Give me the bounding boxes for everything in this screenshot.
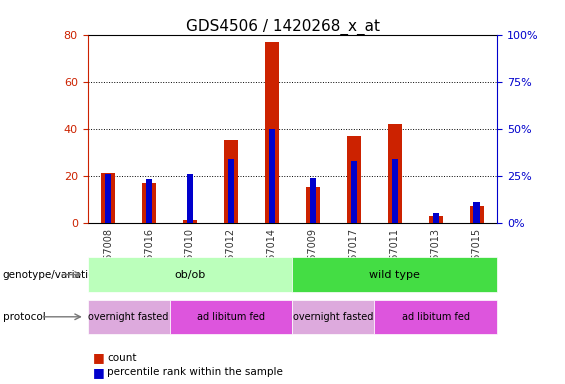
Bar <box>306 187 320 223</box>
Bar <box>101 173 115 223</box>
Text: ad libitum fed: ad libitum fed <box>402 312 470 322</box>
Text: ob/ob: ob/ob <box>175 270 206 280</box>
Bar <box>473 202 480 223</box>
Bar <box>351 161 357 223</box>
Bar <box>347 136 361 223</box>
Bar <box>392 159 398 223</box>
Bar <box>269 129 275 223</box>
Text: overnight fasted: overnight fasted <box>293 312 373 322</box>
Text: ■: ■ <box>93 351 105 364</box>
Bar <box>187 174 193 223</box>
Text: overnight fasted: overnight fasted <box>88 312 169 322</box>
Bar <box>142 183 156 223</box>
Bar <box>228 159 234 223</box>
Text: percentile rank within the sample: percentile rank within the sample <box>107 367 283 377</box>
Bar <box>224 141 238 223</box>
Bar <box>470 206 484 223</box>
Text: count: count <box>107 353 137 363</box>
Text: wild type: wild type <box>370 270 420 280</box>
Bar <box>265 41 279 223</box>
Text: protocol: protocol <box>3 312 46 322</box>
Bar <box>310 177 316 223</box>
Text: genotype/variation: genotype/variation <box>3 270 102 280</box>
Bar <box>433 214 439 223</box>
Bar <box>146 179 152 223</box>
Bar <box>105 174 111 223</box>
Bar <box>429 216 443 223</box>
Text: GDS4506 / 1420268_x_at: GDS4506 / 1420268_x_at <box>185 19 380 35</box>
Bar <box>183 220 197 223</box>
Bar <box>388 124 402 223</box>
Text: ad libitum fed: ad libitum fed <box>197 312 265 322</box>
Text: ■: ■ <box>93 366 105 379</box>
